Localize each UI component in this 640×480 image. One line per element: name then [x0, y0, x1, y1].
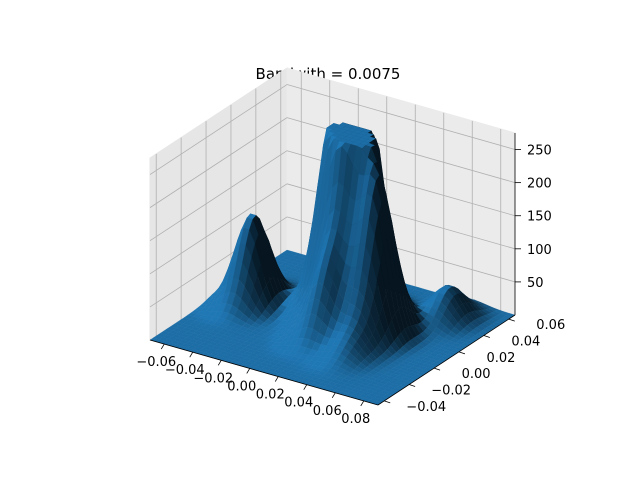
y-tick-label: −0.02	[431, 384, 471, 399]
x-tick-mark	[189, 351, 194, 358]
x-tick-label: 0.04	[284, 396, 313, 411]
z-axis-ticks: 50 100 150 200 250	[515, 144, 552, 291]
z-gridline	[286, 117, 516, 184]
z-gridline	[149, 117, 288, 208]
z-gridline	[286, 84, 516, 150]
x-tick-label: 0.00	[227, 379, 256, 394]
z-tick-label: 50	[527, 276, 544, 291]
x-tick-mark	[303, 384, 308, 390]
x-axis-ticks: −0.06−0.04−0.020.000.020.040.060.08	[136, 343, 370, 427]
z-gridline	[149, 150, 288, 242]
y-axis-line	[377, 314, 516, 406]
x-tick-label: −0.06	[136, 355, 176, 370]
x-tick-mark	[246, 368, 251, 374]
y-tick-mark	[458, 351, 466, 355]
z-tick-label: 200	[527, 177, 552, 192]
x-tick-label: 0.08	[341, 412, 370, 427]
y-tick-label: 0.02	[486, 351, 515, 366]
y-tick-label: 0.00	[462, 367, 491, 382]
y-axis-ticks: −0.04−0.02 0.000.02 0.040.06	[384, 318, 565, 415]
z-gridline	[149, 84, 288, 175]
x-tick-label: 0.06	[313, 404, 342, 419]
x-tick-mark	[160, 343, 165, 350]
y-tick-mark	[409, 384, 416, 387]
x-tick-label: 0.02	[256, 388, 285, 403]
y-tick-label: 0.06	[536, 318, 565, 333]
x-tick-mark	[274, 376, 279, 382]
z-tick-label: 150	[527, 210, 552, 225]
x-tick-mark	[331, 392, 336, 399]
surface-mesh	[149, 122, 516, 406]
y-tick-mark	[433, 367, 441, 371]
x-tick-label: −0.04	[165, 363, 205, 378]
axis-lines	[149, 133, 516, 406]
y-tick-mark	[508, 318, 515, 322]
z-tick-label: 250	[527, 144, 552, 159]
x-tick-mark	[360, 400, 365, 407]
z-gridline	[149, 183, 288, 275]
z-tick-label: 100	[527, 243, 552, 258]
y-tick-label: 0.04	[511, 334, 540, 349]
x-tick-mark	[217, 360, 222, 366]
x-tick-label: −0.02	[193, 371, 233, 386]
y-tick-mark	[384, 400, 391, 404]
x-axis-line	[149, 339, 379, 406]
y-tick-label: −0.04	[406, 400, 446, 415]
y-tick-mark	[483, 335, 490, 338]
